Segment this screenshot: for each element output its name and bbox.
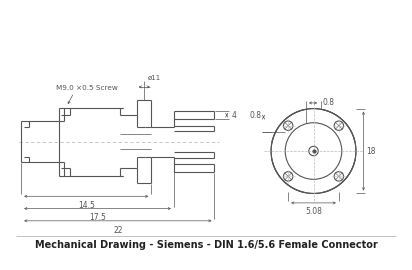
Text: 5.08: 5.08	[305, 207, 322, 216]
Text: ø11: ø11	[148, 75, 161, 81]
Text: 18: 18	[366, 147, 376, 156]
Text: 0.8: 0.8	[250, 111, 262, 120]
Text: M9.0 ×0.5 Screw: M9.0 ×0.5 Screw	[56, 85, 118, 91]
Text: 4: 4	[232, 111, 236, 120]
Text: 0.8: 0.8	[323, 99, 335, 107]
Text: Mechanical Drawing - Siemens - DIN 1.6/5.6 Female Connector: Mechanical Drawing - Siemens - DIN 1.6/5…	[35, 240, 377, 250]
Text: 22: 22	[113, 225, 123, 235]
Text: 14.5: 14.5	[78, 201, 95, 210]
Text: 17.5: 17.5	[89, 213, 106, 222]
